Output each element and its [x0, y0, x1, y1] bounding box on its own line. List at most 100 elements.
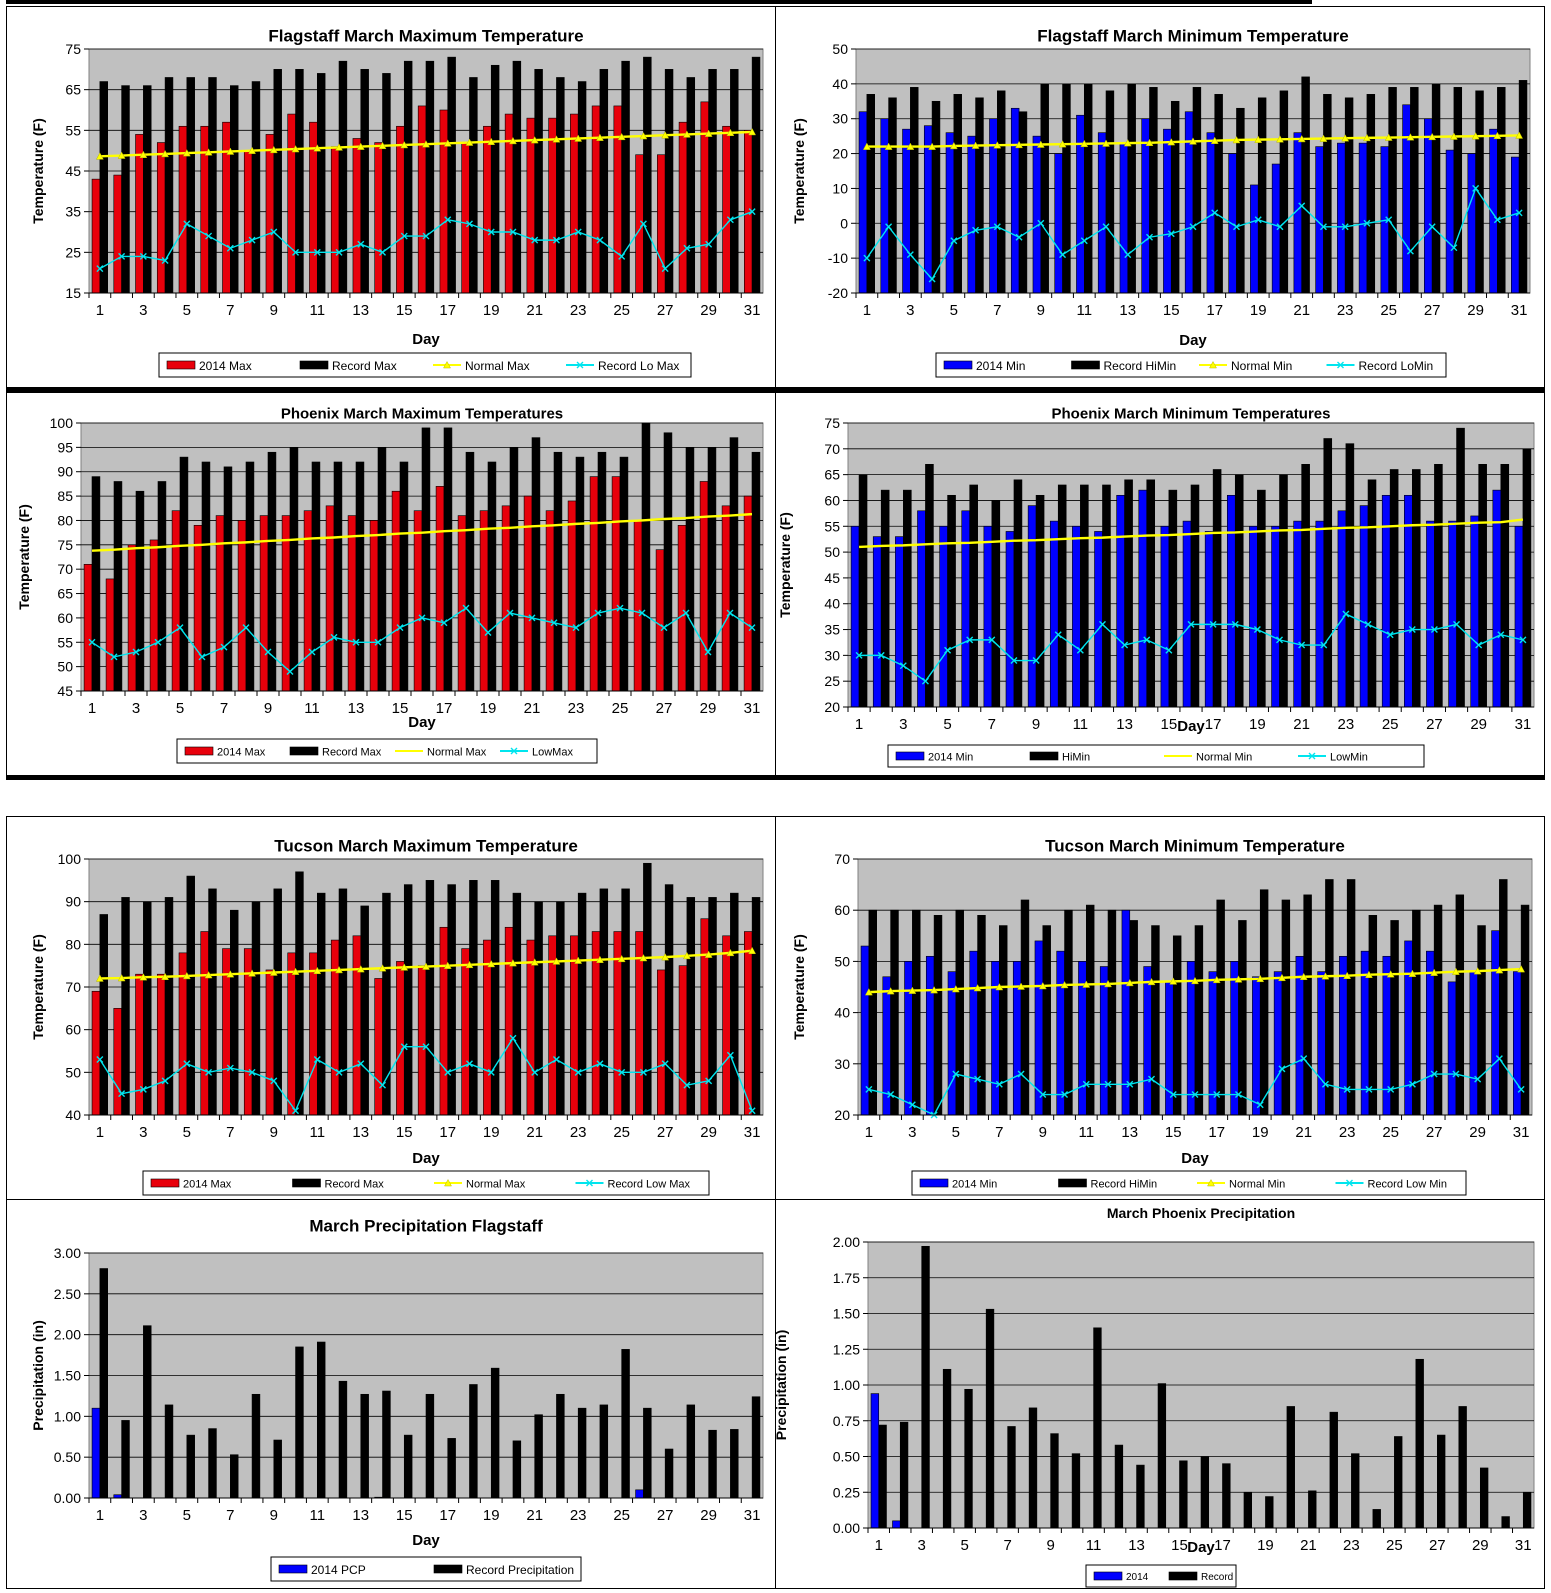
point-record-lomin — [1146, 233, 1154, 241]
x-axis-title: Day — [412, 1532, 440, 1549]
x-tick-label: 5 — [183, 302, 191, 319]
point-normal-min — [1145, 138, 1154, 147]
point-normal-min — [1169, 977, 1178, 985]
point-normal-max — [465, 960, 474, 969]
bar-2014-min — [947, 971, 957, 1116]
point-normal-min — [1147, 977, 1156, 986]
bar-record-precipitation — [143, 1325, 152, 1499]
legend-label-record-lo-max: Record Lo Max — [598, 359, 679, 373]
point-lowmin — [1054, 631, 1062, 639]
bar-2014-pcp — [91, 1407, 101, 1499]
point-normal-min — [864, 988, 873, 996]
point-record-lomin — [1450, 244, 1458, 252]
x-tick-label: 5 — [183, 1124, 191, 1141]
point-record-lomin — [1232, 223, 1240, 231]
x-tick-label: 15 — [392, 700, 409, 717]
bar-record-max — [251, 81, 261, 294]
bar-record-max — [512, 60, 522, 294]
point-normal-max — [422, 140, 430, 148]
point-record-low-max — [139, 1085, 147, 1093]
point-record-lo-max — [270, 228, 278, 236]
x-tick-label: 21 — [1293, 716, 1310, 733]
x-tick-label: 29 — [1469, 1124, 1486, 1141]
legend: 2014 Min Record HiMin Normal Min Record Low… — [911, 1170, 1467, 1196]
bar-2014-min — [1184, 111, 1194, 294]
bar-record-max — [230, 909, 239, 1116]
bar-2014-max — [700, 101, 709, 294]
bar-2014-max — [657, 154, 666, 294]
x-axis-title: Day — [1187, 1539, 1215, 1556]
x-tick-label: 25 — [1386, 1537, 1403, 1554]
point-record-lo-max — [183, 220, 191, 228]
legend-swatch-2014-max — [150, 1178, 180, 1188]
point-record-lo-max — [705, 240, 713, 248]
bar-record-max — [487, 461, 497, 692]
bar-record-himin — [1366, 94, 1376, 294]
bar-2014-max — [435, 486, 445, 692]
bar-2014-min — [1402, 104, 1411, 294]
point-normal-max — [530, 958, 539, 966]
bar-2014-max — [243, 150, 253, 294]
point-normal-max — [139, 973, 148, 981]
bar-record-himin — [1323, 94, 1332, 294]
point-lowmax — [132, 648, 140, 656]
point-record-low-max — [335, 1068, 343, 1076]
point-normal-min — [1297, 134, 1306, 143]
bar-2014-max — [265, 134, 275, 294]
bar-2014-max — [309, 952, 318, 1116]
x-tick-label: 21 — [526, 302, 543, 319]
bar-record-precipitation — [382, 1390, 391, 1499]
point-lowmax — [198, 653, 206, 661]
x-tick-label: 7 — [226, 302, 234, 319]
bar-2014-min — [1447, 981, 1457, 1116]
bar-himin — [1234, 474, 1244, 708]
x-tick-label: 11 — [1073, 716, 1089, 733]
bar-record-max — [597, 451, 607, 692]
x-tick-label: 17 — [436, 700, 453, 717]
point-record-lo-max — [465, 220, 473, 228]
bar-record-precipitation — [251, 1393, 261, 1499]
x-tick-label: 15 — [396, 1507, 413, 1524]
bar-2014-min — [1049, 520, 1059, 708]
y-tick-label: -20 — [828, 285, 848, 301]
x-tick-label: 13 — [352, 1507, 369, 1524]
bar-record-himin — [1346, 879, 1356, 1116]
bar-record-himin — [1042, 925, 1051, 1116]
point-normal-max — [117, 151, 126, 159]
bar-2014-max — [330, 939, 340, 1116]
point-normal-max — [269, 145, 278, 154]
bar-record-himin — [1499, 879, 1508, 1116]
point-record-lomin — [1102, 223, 1110, 231]
point-normal-min — [993, 141, 1002, 149]
x-tick-label: 23 — [570, 302, 587, 319]
point-normal-min — [1493, 131, 1502, 140]
legend-marker-normal-max — [444, 1178, 452, 1187]
point-record-lomin — [1015, 233, 1023, 241]
point-lowmin — [1187, 620, 1195, 628]
point-normal-min — [949, 141, 958, 150]
bar-record-max — [553, 451, 563, 692]
bar-record-max — [641, 422, 651, 692]
bar-2014-min — [1404, 940, 1413, 1116]
legend-swatch-record-max — [299, 360, 329, 370]
bar-record-max — [289, 447, 299, 692]
point-lowmax — [242, 624, 250, 632]
bar-record-max — [113, 481, 123, 692]
x-tick-label: 15 — [1163, 302, 1180, 319]
bar-2014-max — [171, 510, 181, 692]
panel-phoenix-min: 20 25 30 35 40 45 50 55 60 65 70 75 1 3 5 7 9 11 13 15 17 19 2… — [775, 392, 1545, 776]
point-record-lomin — [863, 254, 871, 262]
y-axis-title: Precipitation (in) — [776, 1330, 789, 1440]
point-normal-max — [313, 144, 322, 152]
line-normal-max — [91, 512, 753, 552]
bar-record-max — [245, 461, 255, 692]
legend: 2014 PCP Record Precipitation — [270, 1556, 582, 1582]
x-tick-label: 11 — [1079, 1124, 1095, 1141]
point-lowmin — [966, 636, 974, 644]
y-tick-label: 45 — [824, 570, 840, 586]
bar-record-max — [664, 884, 674, 1116]
bar-record-himin — [975, 97, 984, 294]
y-tick-label: 20 — [832, 146, 848, 162]
bar-record-himin — [1455, 894, 1465, 1116]
